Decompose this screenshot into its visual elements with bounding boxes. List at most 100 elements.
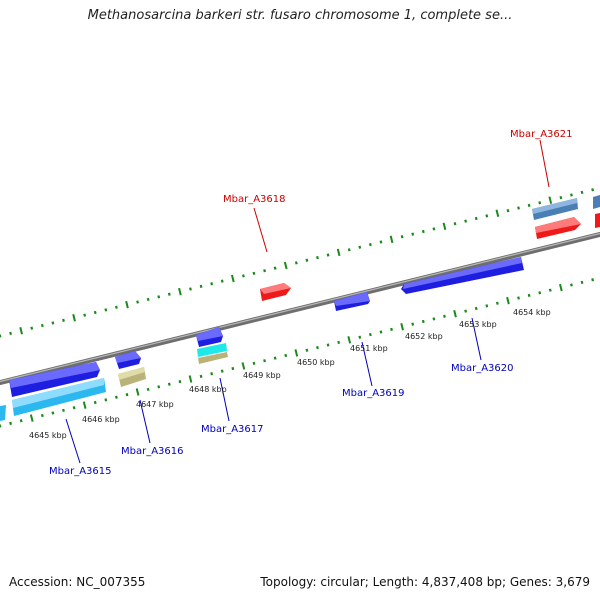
scale-tick bbox=[517, 296, 520, 300]
scale-tick bbox=[506, 296, 510, 305]
scale-tick bbox=[199, 284, 203, 288]
scale-tick bbox=[570, 193, 573, 197]
kbp-label: 4653 kbp bbox=[459, 320, 497, 329]
scale-tick bbox=[241, 362, 246, 370]
scale-tick bbox=[62, 408, 65, 412]
scale-tick bbox=[115, 305, 118, 309]
scale-tick bbox=[464, 309, 468, 313]
scale-tick bbox=[474, 216, 478, 221]
scale-tick bbox=[62, 318, 65, 322]
gene-labels: Mbar_A3618 Mbar_A3621 Mbar_A3615 Mbar_A3… bbox=[49, 129, 573, 477]
scale-tick bbox=[421, 229, 425, 234]
scale-tick bbox=[157, 295, 161, 299]
gene-right-edge[interactable] bbox=[593, 195, 600, 228]
scale-tick bbox=[326, 343, 330, 347]
scale-tick bbox=[252, 361, 256, 365]
scale-tick bbox=[104, 308, 108, 312]
gene-left-edge[interactable] bbox=[0, 405, 6, 421]
scale-tick bbox=[580, 280, 584, 284]
scale-tick bbox=[9, 421, 12, 426]
scale-tick bbox=[358, 245, 362, 249]
scale-tick bbox=[591, 188, 595, 192]
kbp-label: 4650 kbp bbox=[297, 358, 335, 367]
scale-tick bbox=[347, 336, 352, 344]
scale-tick bbox=[104, 398, 108, 402]
scale-tick bbox=[305, 258, 309, 262]
scale-tick bbox=[230, 274, 235, 283]
gene-mbar-a3620[interactable] bbox=[401, 257, 524, 294]
scale-tick bbox=[443, 314, 446, 318]
scale-tick bbox=[336, 248, 341, 257]
scale-tick bbox=[548, 288, 552, 292]
scale-tick bbox=[167, 292, 171, 296]
scale-tick bbox=[495, 301, 499, 305]
scale-tick bbox=[464, 219, 468, 223]
scale-tick bbox=[580, 190, 584, 194]
scale-tick bbox=[453, 309, 457, 318]
scale-tick bbox=[453, 222, 457, 226]
scale-tick bbox=[189, 287, 192, 291]
scale-tick bbox=[29, 414, 34, 422]
scale-tick bbox=[135, 388, 140, 396]
gene-mbar-a3621[interactable] bbox=[532, 198, 581, 239]
scale-tick bbox=[136, 300, 139, 304]
scale-tick bbox=[146, 297, 150, 302]
scale-tick bbox=[157, 385, 161, 389]
scale-tick bbox=[474, 306, 478, 311]
kbp-label: 4645 kbp bbox=[29, 431, 67, 440]
scale-tick bbox=[442, 222, 447, 231]
scale-tick bbox=[72, 313, 76, 322]
scale-tick bbox=[263, 359, 266, 363]
scale-tick bbox=[316, 346, 319, 350]
scale-tick bbox=[337, 340, 341, 345]
scale-tick bbox=[368, 332, 372, 337]
gene-label-a3621[interactable]: Mbar_A3621 bbox=[510, 129, 573, 140]
scale-tick bbox=[210, 282, 214, 286]
scale-tick bbox=[559, 195, 563, 200]
gene-mbar-a3616[interactable] bbox=[115, 351, 146, 387]
gene-label-a3618[interactable]: Mbar_A3618 bbox=[223, 194, 286, 205]
gene-label-a3616[interactable]: Mbar_A3616 bbox=[121, 446, 184, 457]
scale-tick bbox=[432, 317, 436, 321]
scale-tick bbox=[506, 209, 510, 213]
scale-tick bbox=[284, 353, 288, 358]
scale-tick bbox=[559, 283, 563, 292]
scale-tick bbox=[19, 419, 23, 423]
scale-tick bbox=[548, 196, 553, 204]
scale-tick bbox=[199, 374, 203, 378]
scale-tick bbox=[379, 240, 383, 244]
accession-text: Accession: NC_007355 bbox=[9, 575, 146, 589]
gene-label-a3619[interactable]: Mbar_A3619 bbox=[342, 388, 405, 399]
scale-tick bbox=[570, 283, 573, 287]
scale-tick bbox=[220, 369, 224, 373]
gene-mbar-a3615[interactable] bbox=[9, 362, 106, 416]
scale-tick bbox=[188, 375, 193, 383]
scale-tick bbox=[495, 209, 500, 217]
scale-tick bbox=[379, 330, 383, 334]
scale-tick bbox=[263, 269, 266, 273]
gene-label-a3617[interactable]: Mbar_A3617 bbox=[201, 424, 264, 435]
kbp-label: 4648 kbp bbox=[189, 385, 227, 394]
scale-tick bbox=[305, 348, 309, 352]
scale-tick bbox=[294, 349, 299, 357]
scale-tick bbox=[283, 261, 288, 270]
scale-tick bbox=[517, 206, 520, 210]
gene-mbar-a3618[interactable] bbox=[260, 283, 291, 301]
map-title: Methanosarcina barkeri str. fusaro chrom… bbox=[87, 8, 513, 23]
gene-label-a3620[interactable]: Mbar_A3620 bbox=[451, 363, 514, 374]
scale-tick bbox=[400, 235, 404, 239]
gene-mbar-a3617[interactable] bbox=[196, 327, 228, 364]
kbp-label: 4652 kbp bbox=[405, 332, 443, 341]
scale-tick bbox=[9, 331, 12, 336]
scale-tick bbox=[231, 366, 235, 371]
scale-tick bbox=[347, 248, 351, 252]
gene-mbar-a3619[interactable] bbox=[334, 292, 370, 311]
kbp-label: 4647 kbp bbox=[136, 400, 174, 409]
scale-tick bbox=[83, 313, 87, 317]
scale-tick bbox=[273, 356, 277, 360]
gene-label-a3615[interactable]: Mbar_A3615 bbox=[49, 466, 112, 477]
scale-tick bbox=[390, 327, 393, 331]
kbp-label: 4651 kbp bbox=[350, 344, 388, 353]
kbp-labels: 4645 kbp 4646 kbp 4647 kbp 4648 kbp 4649… bbox=[29, 308, 551, 440]
